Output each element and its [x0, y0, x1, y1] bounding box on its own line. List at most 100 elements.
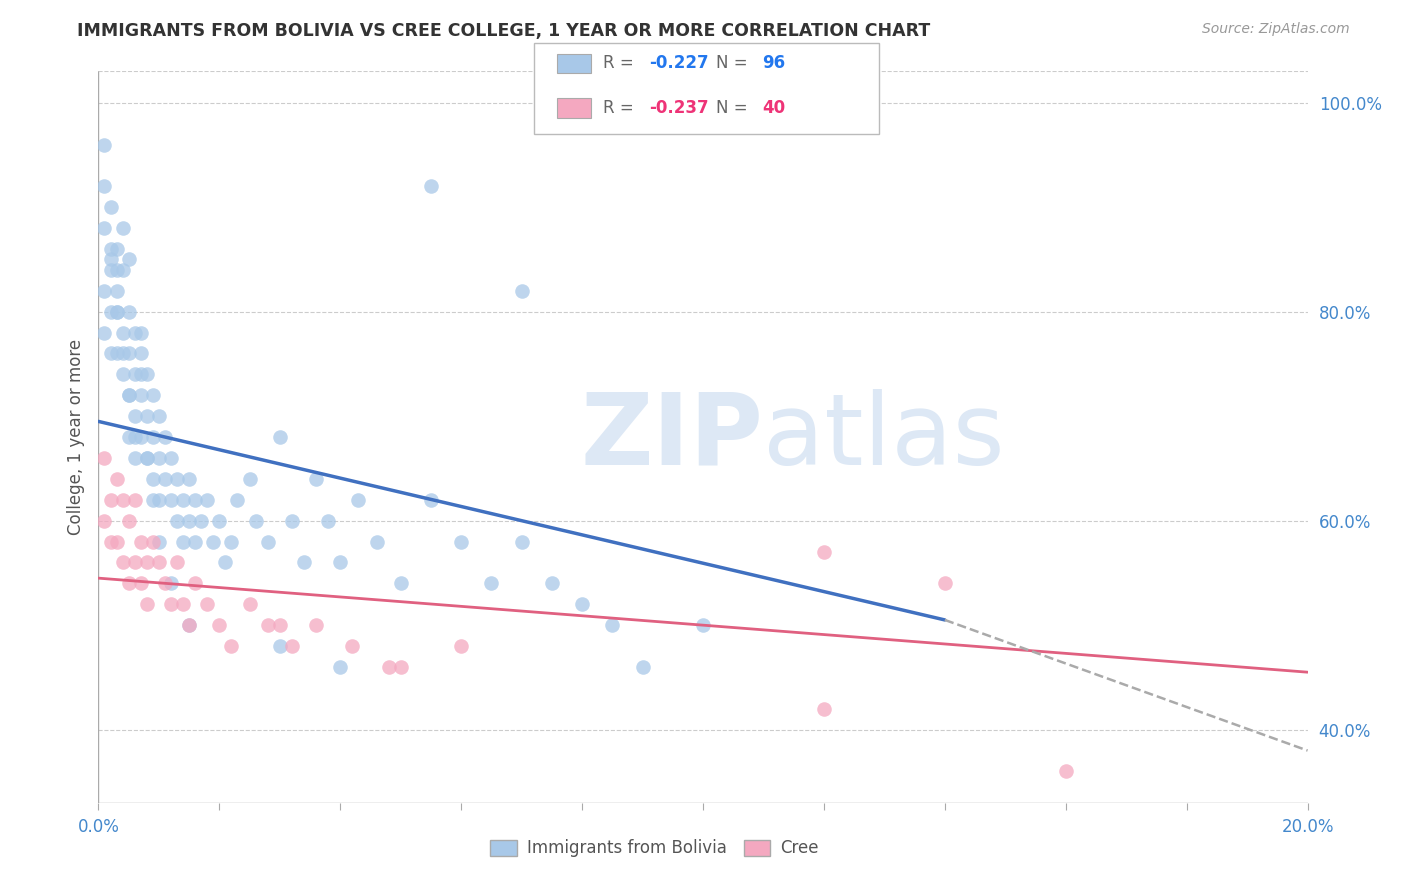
- Point: [305, 618, 328, 632]
- Point: [239, 597, 262, 611]
- Point: [105, 263, 128, 277]
- Point: [184, 492, 207, 507]
- Point: [124, 556, 146, 570]
- Text: R =: R =: [603, 99, 640, 117]
- Text: 40: 40: [762, 99, 785, 117]
- Point: [124, 430, 146, 444]
- Point: [111, 263, 134, 277]
- Point: [100, 304, 122, 318]
- Point: [389, 660, 412, 674]
- Point: [111, 346, 134, 360]
- Y-axis label: College, 1 year or more: College, 1 year or more: [66, 339, 84, 535]
- Point: [160, 450, 183, 465]
- Point: [100, 492, 122, 507]
- Point: [93, 284, 115, 298]
- Legend: Immigrants from Bolivia, Cree: Immigrants from Bolivia, Cree: [484, 832, 825, 864]
- Point: [221, 639, 243, 653]
- Point: [195, 597, 218, 611]
- Point: [420, 179, 443, 194]
- Point: [100, 346, 122, 360]
- Point: [281, 639, 304, 653]
- Text: 96: 96: [762, 54, 785, 72]
- Point: [342, 639, 364, 653]
- Point: [166, 472, 188, 486]
- Point: [450, 639, 472, 653]
- Point: [1054, 764, 1077, 779]
- Point: [184, 576, 207, 591]
- Point: [105, 346, 128, 360]
- Point: [347, 492, 370, 507]
- Point: [481, 576, 503, 591]
- Text: R =: R =: [603, 54, 640, 72]
- Point: [118, 576, 141, 591]
- Point: [172, 492, 194, 507]
- Text: Source: ZipAtlas.com: Source: ZipAtlas.com: [1202, 22, 1350, 37]
- Point: [269, 430, 291, 444]
- Point: [179, 472, 201, 486]
- Point: [118, 304, 141, 318]
- Point: [105, 284, 128, 298]
- Point: [450, 534, 472, 549]
- Text: atlas: atlas: [763, 389, 1005, 485]
- Point: [292, 556, 315, 570]
- Point: [153, 472, 176, 486]
- Point: [100, 534, 122, 549]
- Point: [124, 368, 146, 382]
- Point: [124, 492, 146, 507]
- Point: [329, 556, 352, 570]
- Point: [148, 492, 170, 507]
- Point: [105, 242, 128, 256]
- Point: [195, 492, 218, 507]
- Point: [129, 430, 152, 444]
- Point: [153, 430, 176, 444]
- Point: [510, 534, 533, 549]
- Point: [172, 597, 194, 611]
- Point: [129, 388, 152, 402]
- Point: [166, 556, 188, 570]
- Text: ZIP: ZIP: [581, 389, 763, 485]
- Point: [813, 702, 835, 716]
- Point: [571, 597, 593, 611]
- Point: [124, 326, 146, 340]
- Point: [153, 576, 176, 591]
- Point: [510, 284, 533, 298]
- Point: [208, 514, 231, 528]
- Point: [148, 534, 170, 549]
- Point: [239, 472, 262, 486]
- Point: [305, 472, 328, 486]
- Point: [105, 304, 128, 318]
- Point: [135, 450, 157, 465]
- Point: [256, 534, 278, 549]
- Point: [111, 556, 134, 570]
- Point: [135, 450, 157, 465]
- Text: N =: N =: [716, 54, 752, 72]
- Point: [160, 597, 183, 611]
- Point: [129, 326, 152, 340]
- Point: [93, 221, 115, 235]
- Point: [93, 514, 115, 528]
- Point: [813, 545, 835, 559]
- Point: [135, 368, 157, 382]
- Point: [166, 514, 188, 528]
- Point: [111, 326, 134, 340]
- Point: [129, 368, 152, 382]
- Text: N =: N =: [716, 99, 752, 117]
- Point: [148, 450, 170, 465]
- Point: [118, 430, 141, 444]
- Point: [377, 660, 399, 674]
- Point: [934, 576, 956, 591]
- Point: [105, 472, 128, 486]
- Text: -0.237: -0.237: [650, 99, 709, 117]
- Point: [105, 304, 128, 318]
- Point: [221, 534, 243, 549]
- Point: [179, 618, 201, 632]
- Point: [118, 252, 141, 267]
- Point: [111, 492, 134, 507]
- Point: [118, 388, 141, 402]
- Point: [111, 368, 134, 382]
- Point: [172, 534, 194, 549]
- Point: [269, 639, 291, 653]
- Point: [124, 450, 146, 465]
- Point: [93, 326, 115, 340]
- Point: [93, 137, 115, 152]
